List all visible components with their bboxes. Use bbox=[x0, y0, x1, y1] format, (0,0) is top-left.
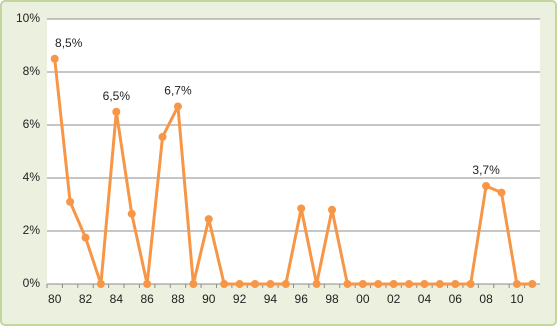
data-point bbox=[50, 54, 59, 63]
data-point bbox=[312, 280, 321, 288]
y-tick-label: 10% bbox=[16, 11, 40, 25]
data-label: 8,5% bbox=[55, 36, 83, 50]
x-tick-label: 00 bbox=[356, 292, 370, 306]
y-tick-label: 6% bbox=[23, 117, 41, 131]
data-point bbox=[405, 280, 414, 288]
data-point bbox=[220, 280, 229, 288]
data-point bbox=[528, 280, 537, 288]
data-label: 6,5% bbox=[103, 89, 131, 103]
x-tick-label: 88 bbox=[171, 292, 185, 306]
x-tick-label: 04 bbox=[418, 292, 432, 306]
data-point bbox=[250, 280, 259, 288]
data-point bbox=[266, 280, 275, 288]
data-point bbox=[204, 215, 213, 224]
y-tick-label: 0% bbox=[23, 276, 41, 290]
data-point bbox=[435, 280, 444, 288]
data-point bbox=[512, 280, 521, 288]
data-point bbox=[66, 197, 75, 206]
data-point bbox=[297, 204, 306, 213]
x-tick-label: 82 bbox=[79, 292, 93, 306]
x-tick-label: 96 bbox=[295, 292, 309, 306]
data-point bbox=[235, 280, 244, 288]
data-point bbox=[374, 280, 383, 288]
x-tick-label: 06 bbox=[449, 292, 463, 306]
data-point bbox=[343, 280, 352, 288]
x-tick-label: 86 bbox=[140, 292, 154, 306]
data-point bbox=[358, 280, 367, 288]
data-point bbox=[328, 205, 337, 214]
data-point bbox=[96, 280, 105, 288]
x-tick-label: 80 bbox=[48, 292, 62, 306]
x-tick-label: 02 bbox=[387, 292, 401, 306]
data-point bbox=[189, 280, 198, 288]
x-tick-label: 84 bbox=[110, 292, 124, 306]
x-tick-label: 92 bbox=[233, 292, 247, 306]
y-tick-label: 4% bbox=[23, 170, 41, 184]
y-tick-label: 2% bbox=[23, 223, 41, 237]
x-tick-label: 10 bbox=[510, 292, 524, 306]
x-tick-label: 90 bbox=[202, 292, 216, 306]
data-label: 6,7% bbox=[164, 84, 192, 98]
data-point bbox=[281, 280, 290, 288]
x-tick-label: 08 bbox=[479, 292, 493, 306]
x-tick-label: 98 bbox=[325, 292, 339, 306]
y-tick-label: 8% bbox=[23, 64, 41, 78]
data-point bbox=[112, 107, 121, 116]
data-point bbox=[81, 233, 90, 242]
data-label: 3,7% bbox=[472, 163, 500, 177]
data-point bbox=[389, 280, 398, 288]
data-point bbox=[158, 132, 167, 141]
data-point bbox=[497, 188, 506, 197]
data-point bbox=[482, 181, 491, 190]
data-point bbox=[173, 102, 182, 111]
data-point bbox=[451, 280, 460, 288]
data-point bbox=[420, 280, 429, 288]
x-tick-label: 94 bbox=[264, 292, 278, 306]
data-point bbox=[466, 280, 475, 288]
data-point bbox=[143, 280, 152, 288]
data-point bbox=[127, 209, 136, 218]
